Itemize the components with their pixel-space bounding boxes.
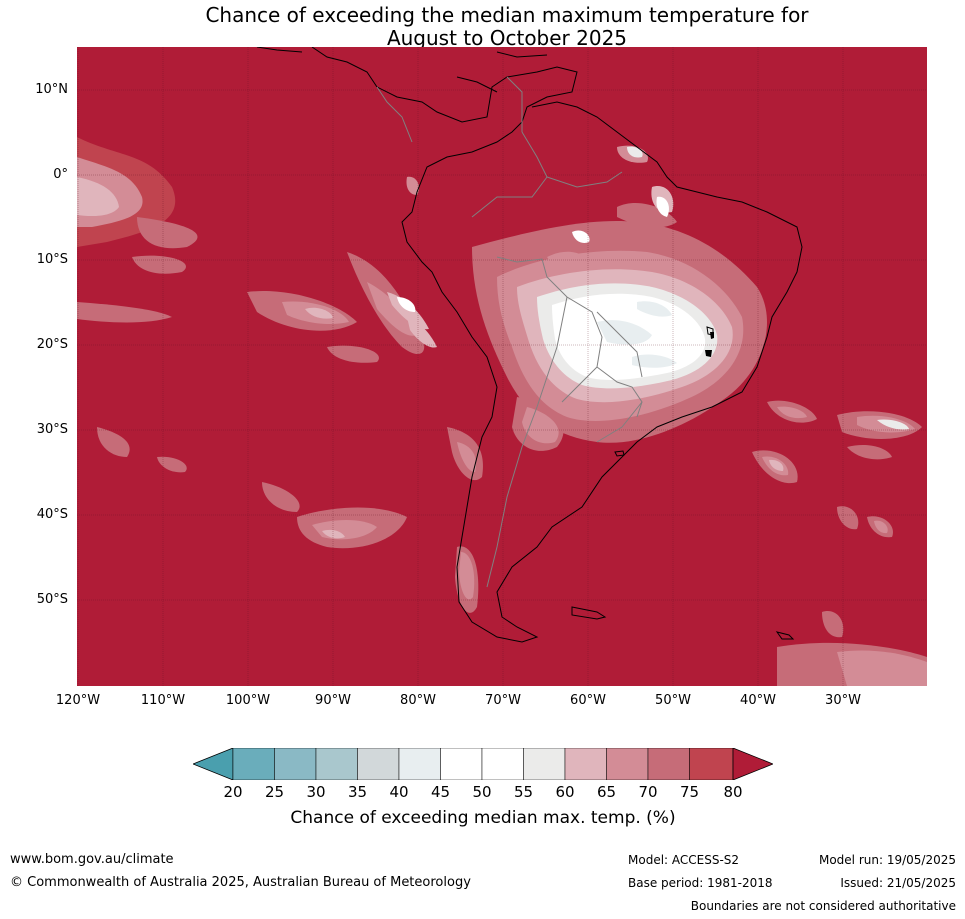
colorbar-swatch-45-50 (440, 747, 483, 781)
lon-label-120w: 120°W (55, 693, 101, 708)
probability-map (77, 47, 927, 686)
lon-label-80w: 80°W (400, 693, 436, 708)
colorbar-swatch-75-80 (689, 747, 734, 781)
south-america-anomaly-region (406, 145, 767, 451)
colorbar-tick: 35 (347, 783, 368, 801)
lon-label-100w: 100°W (225, 693, 271, 708)
colorbar-swatch-20-25 (232, 747, 275, 781)
map-svg (77, 47, 927, 686)
island-markers (705, 332, 714, 357)
colorbar-tick: 75 (679, 783, 700, 801)
lon-label-30w: 30°W (825, 693, 861, 708)
grid-lines (77, 47, 927, 686)
colorbar-swatch-25-30 (274, 747, 317, 781)
colorbar-tick: 65 (596, 783, 617, 801)
colorbar-tick: 25 (264, 783, 285, 801)
map-title: Chance of exceeding the median maximum t… (0, 4, 965, 50)
colorbar-tick: 70 (638, 783, 658, 801)
lat-label-0: 0° (53, 167, 68, 182)
lon-label-50w: 50°W (655, 693, 691, 708)
lon-label-40w: 40°W (740, 693, 776, 708)
lat-label-10n: 10°N (35, 82, 68, 97)
lat-label-20s: 20°S (36, 337, 68, 352)
title-line-1: Chance of exceeding the median maximum t… (205, 3, 809, 27)
colorbar-tick: 20 (223, 783, 243, 801)
colorbar-tick: 55 (513, 783, 534, 801)
coastlines (256, 47, 803, 643)
colorbar-tick: 80 (723, 783, 743, 801)
atlantic-anomaly-region (752, 400, 927, 686)
lat-label-50s: 50°S (36, 592, 68, 607)
colorbar-label: Chance of exceeding median max. temp. (%… (290, 808, 676, 828)
disclaimer-text: Boundaries are not considered authoritat… (690, 899, 956, 913)
lat-label-40s: 40°S (36, 507, 68, 522)
lon-label-90w: 90°W (315, 693, 351, 708)
colorbar-swatch-35-40 (357, 747, 400, 781)
colorbar-low-arrow (191, 747, 234, 781)
lat-label-10s: 10°S (36, 252, 68, 267)
colorbar (191, 747, 775, 781)
colorbar-tick: 40 (389, 783, 409, 801)
lon-label-70w: 70°W (485, 693, 521, 708)
colorbar-high-arrow (732, 747, 775, 781)
colorbar-swatch-50-55 (481, 747, 524, 781)
lat-label-30s: 30°S (36, 422, 68, 437)
colorbar-swatch-55-60 (523, 747, 566, 781)
issued-text: Issued: 21/05/2025 (840, 876, 956, 890)
pacific-anomaly-region (77, 137, 483, 549)
colorbar-tick: 45 (430, 783, 451, 801)
base-period-text: Base period: 1981-2018 (628, 876, 773, 890)
colorbar-ticks: 20 25 30 35 40 45 50 55 60 65 70 75 80 (0, 783, 965, 803)
model-run-text: Model run: 19/05/2025 (818, 853, 956, 867)
title-line-2: August to October 2025 (386, 26, 628, 50)
colorbar-swatch-30-35 (315, 747, 358, 781)
colorbar-tick: 60 (555, 783, 575, 801)
website-link[interactable]: www.bom.gov.au/climate (10, 852, 174, 867)
colorbar-swatch-70-75 (647, 747, 690, 781)
country-borders (376, 76, 643, 588)
patagonia-anomaly-region (455, 546, 479, 613)
colorbar-swatch-60-65 (564, 747, 607, 781)
lon-label-110w: 110°W (140, 693, 186, 708)
colorbar-tick: 50 (472, 783, 492, 801)
lon-label-60w: 60°W (570, 693, 606, 708)
colorbar-swatch-65-70 (606, 747, 649, 781)
copyright-text: © Commonwealth of Australia 2025, Austra… (10, 875, 471, 890)
model-text: Model: ACCESS-S2 (628, 853, 740, 867)
colorbar-swatch-40-45 (398, 747, 441, 781)
colorbar-tick: 30 (306, 783, 326, 801)
